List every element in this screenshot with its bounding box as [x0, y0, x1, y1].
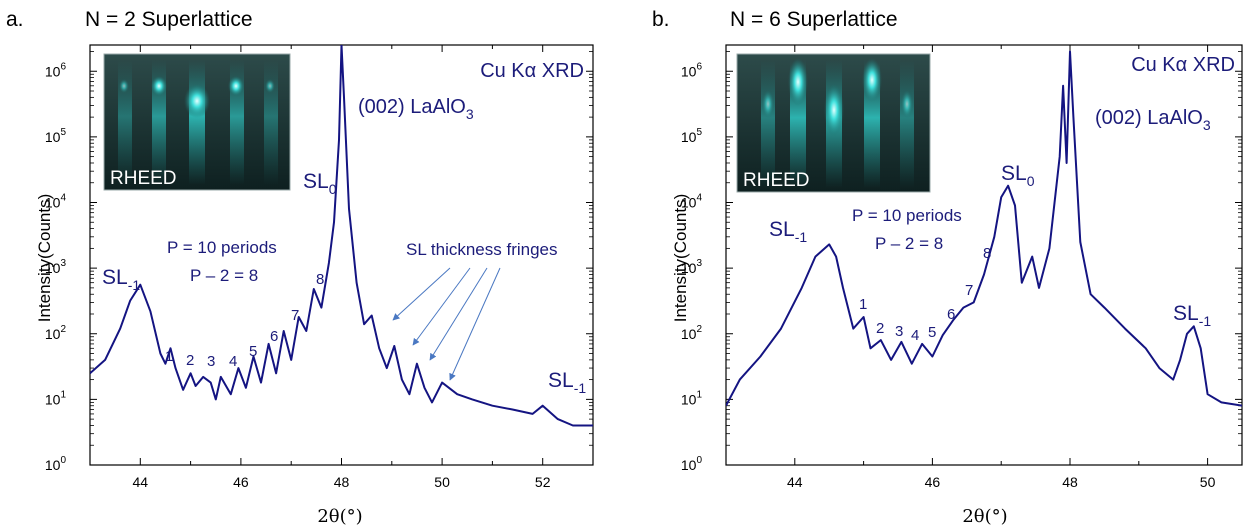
periods-label-a: P = 10 periods [167, 238, 277, 257]
sl-right-subscript-b: -1 [1199, 313, 1212, 329]
substrate-subscript-a: 3 [466, 106, 474, 122]
y-tick-label: 105 [681, 127, 703, 145]
panel-a: a. N = 2 Superlattice 44 46 48 50 5210010110… [6, 8, 594, 527]
fringe-label: 5 [249, 343, 257, 360]
y-tick-label: 102 [681, 324, 703, 342]
fringe-count-label-a: P – 2 = 8 [190, 266, 258, 285]
fringe-label: 4 [229, 353, 237, 370]
fringe-label: 7 [291, 307, 299, 324]
fringes-note-a: SL thickness fringes [406, 240, 558, 259]
y-axis-label-b: Intensity(Counts) [671, 194, 690, 323]
rheed-label-a: RHEED [110, 168, 177, 189]
substrate-label-a: (002) LaAlO3 [358, 96, 474, 122]
panel-b: b. N = 6 Superlattice 44 46 48 501001011021… [652, 8, 1243, 527]
sl-left-subscript-a: -1 [128, 277, 141, 293]
y-tick-label: 100 [45, 455, 67, 473]
x-tick-label: 46 [233, 474, 249, 490]
panel-letter-a: a. [6, 8, 24, 31]
fringe-label: 8 [983, 245, 991, 262]
y-tick-label: 102 [45, 324, 67, 342]
fringe-arrows-a [392, 267, 501, 381]
series-line-b [726, 50, 1242, 407]
x-tick-label: 48 [1062, 474, 1078, 490]
sl-right-subscript-a: -1 [574, 380, 587, 396]
sl0-subscript-b: 0 [1027, 173, 1035, 189]
rheed-inset-b: RHEED [736, 53, 931, 193]
substrate-text-a: (002) LaAlO [358, 96, 466, 118]
fringe-arrow [412, 267, 471, 346]
fringe-count-label-b: P – 2 = 8 [875, 234, 943, 253]
sl-left-text-a: SL [102, 266, 128, 289]
sl0-text-b: SL [1001, 162, 1027, 185]
y-tick-label: 101 [45, 389, 67, 407]
fringe-arrow [392, 267, 451, 321]
source-label-b: Cu Kα XRD [1131, 54, 1235, 76]
x-axis-label-a: 2θ(°) [317, 506, 362, 527]
x-tick-label: 50 [1200, 474, 1216, 490]
fringe-label: 6 [947, 306, 955, 323]
x-tick-label: 44 [787, 474, 803, 490]
substrate-label-b: (002) LaAlO3 [1095, 107, 1211, 133]
x-tick-label: 52 [535, 474, 551, 490]
source-label-a: Cu Kα XRD [480, 60, 584, 82]
fringe-label: 6 [270, 328, 278, 345]
fringe-label: 1 [859, 296, 867, 313]
substrate-text-b: (002) LaAlO [1095, 107, 1203, 129]
panel-b-title: N = 6 Superlattice [730, 8, 898, 31]
fringe-label: 2 [186, 352, 194, 369]
x-tick-label: 48 [334, 474, 350, 490]
y-tick-label: 106 [681, 61, 703, 79]
panel-letter-b: b. [652, 8, 670, 31]
fringe-label: 3 [895, 323, 903, 340]
x-tick-label: 46 [925, 474, 941, 490]
fringe-label: 4 [911, 327, 919, 344]
y-tick-label: 101 [681, 389, 703, 407]
sl-left-text-b: SL [769, 218, 795, 241]
sl-left-label-a: SL-1 [102, 266, 140, 293]
periods-label-b: P = 10 periods [852, 206, 962, 225]
x-tick-label: 50 [434, 474, 450, 490]
y-tick-label: 106 [45, 61, 67, 79]
fringe-label: 1 [165, 348, 173, 365]
sl-right-label-a: SL-1 [548, 369, 586, 396]
y-axis-label-a: Intensity(Counts) [35, 194, 54, 323]
sl-right-label-b: SL-1 [1173, 302, 1211, 329]
rheed-inset-a: RHEED [103, 53, 291, 191]
substrate-subscript-b: 3 [1203, 117, 1211, 133]
x-axis-label-b: 2θ(°) [962, 506, 1007, 527]
fringe-label: 2 [876, 320, 884, 337]
sl-right-text-a: SL [548, 369, 574, 392]
fringe-labels-a: 1 2 3 4 5 6 7 8 [165, 271, 324, 370]
sl0-label-b: SL0 [1001, 162, 1035, 189]
sl0-text-a: SL [303, 170, 329, 193]
sl-left-subscript-b: -1 [795, 229, 808, 245]
y-tick-label: 105 [45, 127, 67, 145]
fringe-label: 5 [928, 324, 936, 341]
fringe-arrow [449, 267, 501, 381]
sl0-label-a: SL0 [303, 170, 337, 197]
fringe-label: 8 [316, 271, 324, 288]
panel-a-title: N = 2 Superlattice [85, 8, 253, 31]
fringe-label: 7 [965, 282, 973, 299]
fringe-labels-b: 1 2 3 4 5 6 7 8 [859, 245, 991, 344]
sl-left-label-b: SL-1 [769, 218, 807, 245]
plot-frame-b [725, 44, 1243, 466]
sl0-subscript-a: 0 [329, 181, 337, 197]
fringe-arrow [429, 267, 488, 361]
sl-right-text-b: SL [1173, 302, 1199, 325]
x-tick-label: 44 [133, 474, 149, 490]
rheed-label-b: RHEED [743, 170, 810, 191]
series-line-a [90, 45, 593, 427]
fringe-label: 3 [207, 353, 215, 370]
y-tick-label: 100 [681, 455, 703, 473]
